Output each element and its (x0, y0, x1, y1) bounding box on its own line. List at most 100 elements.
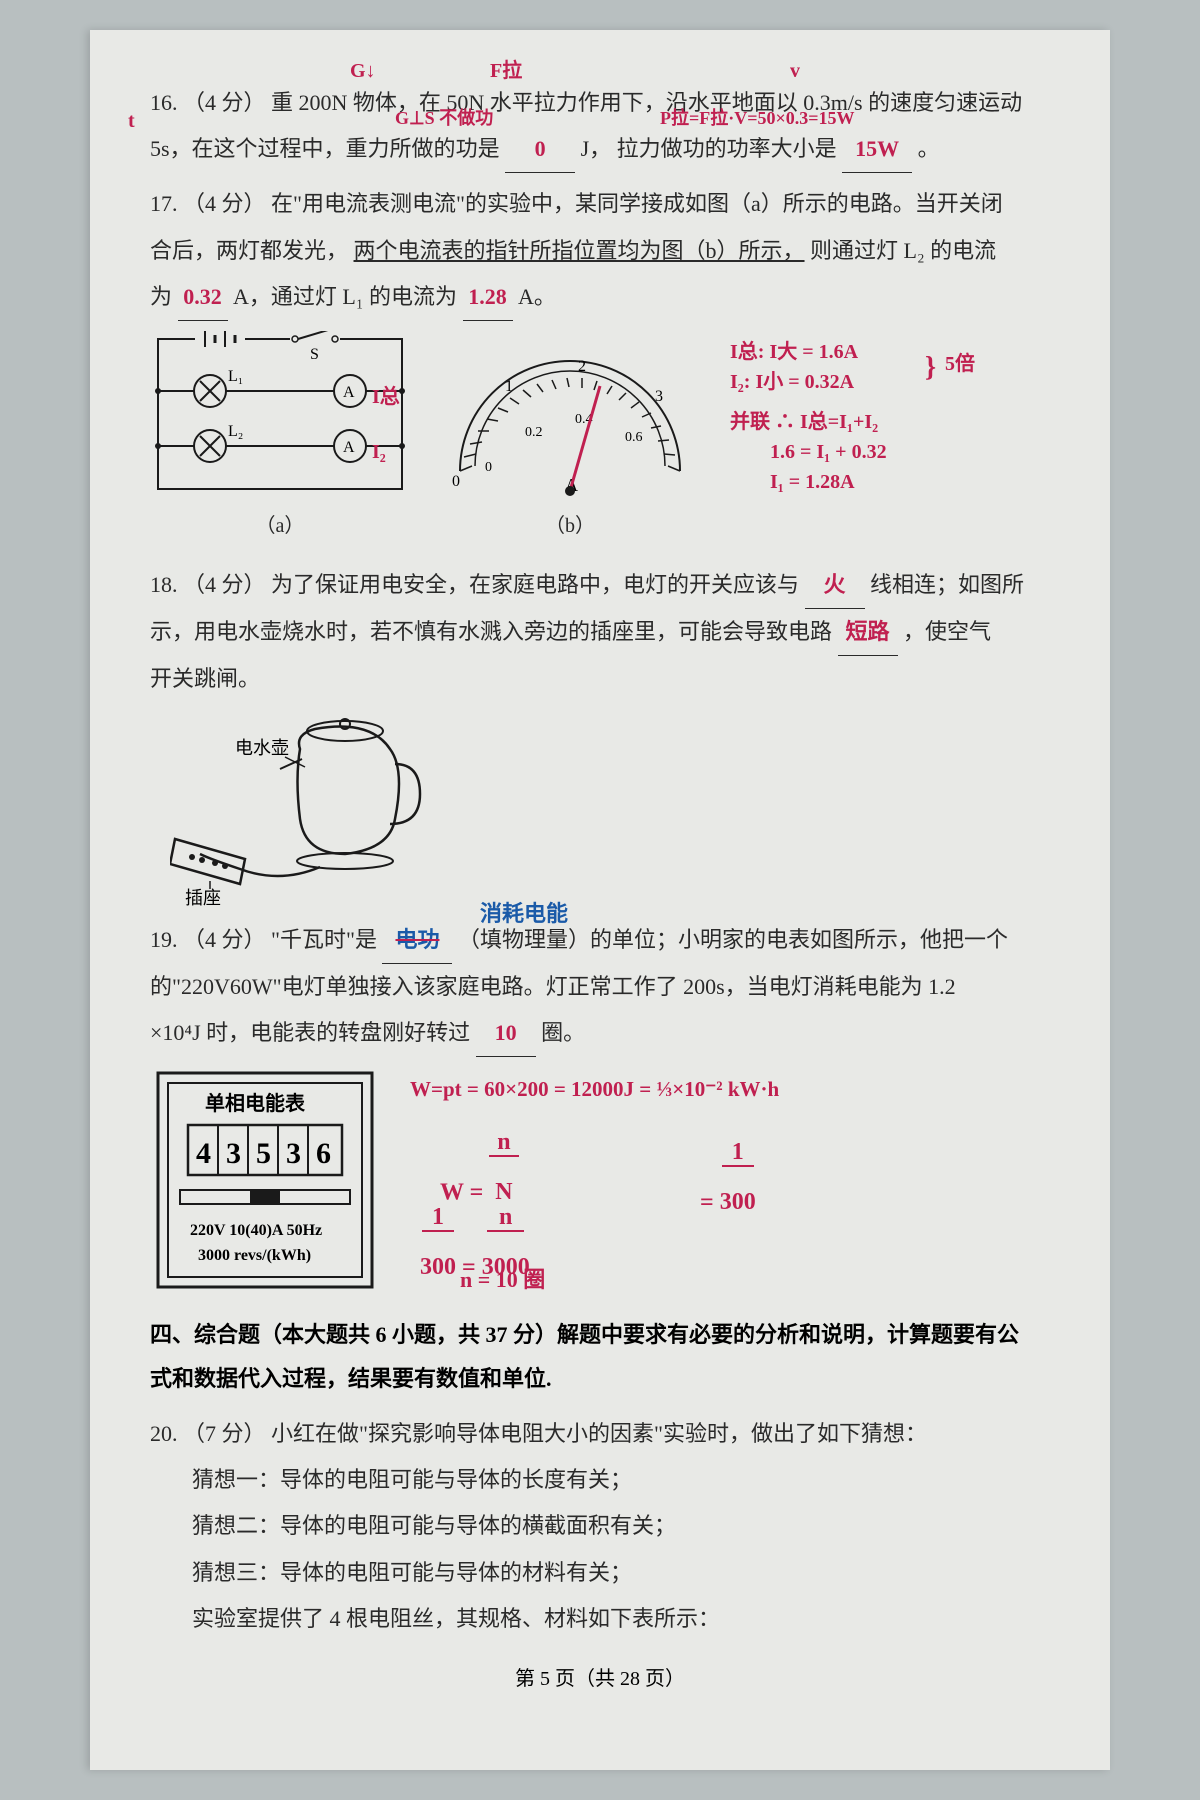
q18-ans1: 火 (824, 572, 846, 597)
svg-text:0: 0 (452, 473, 460, 490)
q17-l2a: 合后，两灯都发光， (150, 238, 348, 263)
question-16: G↓ F拉 v t G⊥S 不做功 P拉=F拉·V=50×0.3=15W 16.… (150, 80, 1050, 173)
q20-g3: 猜想三：导体的电阻可能与导体的材料有关； (150, 1550, 1050, 1596)
q19-l2: 的"220V60W"电灯单独接入该家庭电路。灯正常工作了 200s，当电灯消耗电… (150, 974, 956, 999)
cap-b: （b） (430, 505, 710, 547)
q16-ans2: 15W (855, 136, 899, 161)
q19-calc: W=pt = 60×200 = 12000J = ⅓×10⁻² kW·h W =… (410, 1057, 970, 1287)
svg-text:L₂: L₂ (228, 423, 243, 440)
q20-g2: 猜想二：导体的电阻可能与导体的横截面积有关； (150, 1503, 1050, 1549)
q17-ul: 两个电流表的指针所指位置均为图（b）所示， (354, 238, 805, 263)
calc-n: n = 10 圈 (460, 1257, 545, 1303)
q18-l3: 开关跳闸。 (150, 666, 260, 691)
side-5: 5倍 (945, 343, 975, 385)
question-18: 18. （4 分） 为了保证用电安全，在家庭电路中，电灯的开关应该与 火 线相连… (150, 562, 1050, 909)
q16-num: 16. (150, 90, 178, 115)
question-19: 消耗电能 19. （4 分） "千瓦时"是 电功 （填物理量）的单位；小明家的电… (150, 917, 1050, 1296)
q16-l1: 重 200N 物体，在 50N 水平拉力作用下，沿水平地面以 0.3m/s 的速… (271, 90, 1022, 115)
q19-l1a: "千瓦时"是 (271, 927, 377, 952)
q17-l3a: 为 (150, 284, 172, 309)
svg-text:220V 10(40)A 50Hz: 220V 10(40)A 50Hz (190, 1222, 322, 1239)
q18-l1a: 为了保证用电安全，在家庭电路中，电灯的开关应该与 (271, 572, 799, 597)
calc-w: W=pt = 60×200 = 12000J = ⅓×10⁻² kW·h (410, 1067, 779, 1111)
q19-ans1: 电功 (395, 927, 439, 952)
q20-g1: 猜想一：导体的电阻可能与导体的长度有关； (150, 1457, 1050, 1503)
svg-text:1: 1 (505, 378, 513, 395)
question-17: 17. （4 分） 在"用电流表测电流"的实验中，某同学接成如图（a）所示的电路… (150, 181, 1050, 547)
anno-p: P拉=F拉·V=50×0.3=15W (660, 100, 855, 138)
circuit-diagram: S L₁ L₂ (150, 331, 410, 501)
side-eq2: I₁ = 1.28A (770, 461, 855, 503)
svg-text:3000 revs/(kWh): 3000 revs/(kWh) (198, 1247, 311, 1264)
q20-l2: 实验室提供了 4 根电阻丝，其规格、材料如下表所示： (150, 1596, 1050, 1642)
anno-g: G↓ (350, 50, 376, 92)
q19-num: 19. (150, 927, 178, 952)
svg-text:0: 0 (485, 460, 492, 475)
q20-l1: 小红在做"探究影响导体电阻大小的因素"实验时，做出了如下猜想： (271, 1421, 927, 1446)
q17-l2b: 则通过灯 L₂ 的电流 (810, 238, 996, 263)
svg-text:5: 5 (256, 1137, 271, 1170)
q16-pts: （4 分） (183, 90, 266, 115)
question-20: 20. （7 分） 小红在做"探究影响导体电阻大小的因素"实验时，做出了如下猜想… (150, 1411, 1050, 1642)
exam-page: G↓ F拉 v t G⊥S 不做功 P拉=F拉·V=50×0.3=15W 16.… (90, 30, 1110, 1770)
svg-text:2: 2 (578, 358, 586, 375)
q17-u2: A。 (518, 284, 556, 309)
anno-gls: G⊥S 不做功 (395, 100, 493, 138)
q16-l2a: 5s，在这个过程中，重力所做的功是 (150, 136, 500, 161)
svg-text:插座: 插座 (185, 888, 221, 908)
svg-text:3: 3 (655, 388, 663, 405)
q17-figures: S L₁ L₂ (150, 331, 1050, 547)
svg-text:3: 3 (286, 1137, 301, 1170)
q18-l1b: 线相连；如图所 (870, 572, 1024, 597)
q20-num: 20. (150, 1421, 178, 1446)
svg-text:电水壶: 电水壶 (235, 738, 289, 758)
q19-l3b: 圈。 (541, 1020, 585, 1045)
sec4-h2: 式和数据代入过程，结果要有数值和单位. (150, 1357, 1050, 1401)
q17-ans1: 0.32 (183, 284, 222, 309)
ammeter-wrap: 0 1 2 3 0 0.2 0.4 0.6 A （b） (430, 331, 710, 547)
q18-l2b: ，使空气 (903, 619, 991, 644)
svg-text:0.2: 0.2 (525, 425, 543, 440)
section-4-head: 四、综合题（本大题共 6 小题，共 37 分）解题中要求有必要的分析和说明，计算… (150, 1313, 1050, 1401)
svg-text:L₁: L₁ (228, 368, 243, 385)
cap-a: （a） (150, 505, 410, 547)
q16-ans1: 0 (535, 136, 546, 161)
q20-pts: （7 分） (183, 1421, 266, 1446)
q17-ans2: 1.28 (468, 284, 507, 309)
svg-text:A: A (343, 439, 355, 456)
q18-ans2: 短路 (846, 619, 890, 644)
energy-meter: 单相电能表 4 3 5 3 6 220V 10(40)A 50Hz 3000 r… (150, 1065, 380, 1295)
q17-pts: （4 分） (183, 191, 266, 216)
q16-u1: J， (581, 136, 612, 161)
q19-row: 单相电能表 4 3 5 3 6 220V 10(40)A 50Hz 3000 r… (150, 1057, 1050, 1295)
anno-izong: I总 (372, 376, 400, 418)
q17-u1: A，通过灯 L₁ 的电流为 (233, 284, 457, 309)
ammeter-dial: 0 1 2 3 0 0.2 0.4 0.6 A (430, 331, 710, 501)
kettle-figure: 电水壶 插座 (170, 709, 430, 909)
anno-i2: I₂ (372, 431, 386, 473)
svg-text:A: A (343, 384, 355, 401)
q18-num: 18. (150, 572, 178, 597)
svg-text:6: 6 (316, 1137, 331, 1170)
anno-t: t (128, 100, 135, 142)
q16-period: 。 (918, 136, 940, 161)
q19-pts: （4 分） (183, 927, 266, 952)
q18-pts: （4 分） (183, 572, 266, 597)
q17-num: 17. (150, 191, 178, 216)
q19-l3a: ×10⁴J 时，电能表的转盘刚好转过 (150, 1020, 470, 1045)
anno-f: F拉 (490, 50, 522, 92)
side-brace: } (925, 339, 936, 398)
q17-l1: 在"用电流表测电流"的实验中，某同学接成如图（a）所示的电路。当开关闭 (271, 191, 1003, 216)
calc-frac: = 1300 (700, 1127, 756, 1228)
anno-strike: 消耗电能 (480, 891, 568, 937)
q19-ans2: 10 (495, 1020, 517, 1045)
anno-v: v (790, 50, 800, 92)
sec4-h1: 四、综合题（本大题共 6 小题，共 37 分）解题中要求有必要的分析和说明，计算… (150, 1313, 1050, 1357)
svg-text:S: S (310, 346, 319, 363)
svg-text:4: 4 (196, 1137, 211, 1170)
q16-l2b: 拉力做功的功率大小是 (617, 136, 837, 161)
svg-text:单相电能表: 单相电能表 (205, 1091, 306, 1115)
q18-l2a: 示，用电水壶烧水时，若不慎有水溅入旁边的插座里，可能会导致电路 (150, 619, 832, 644)
svg-text:3: 3 (226, 1137, 241, 1170)
page-footer: 第 5 页（共 28 页） (150, 1662, 1050, 1691)
